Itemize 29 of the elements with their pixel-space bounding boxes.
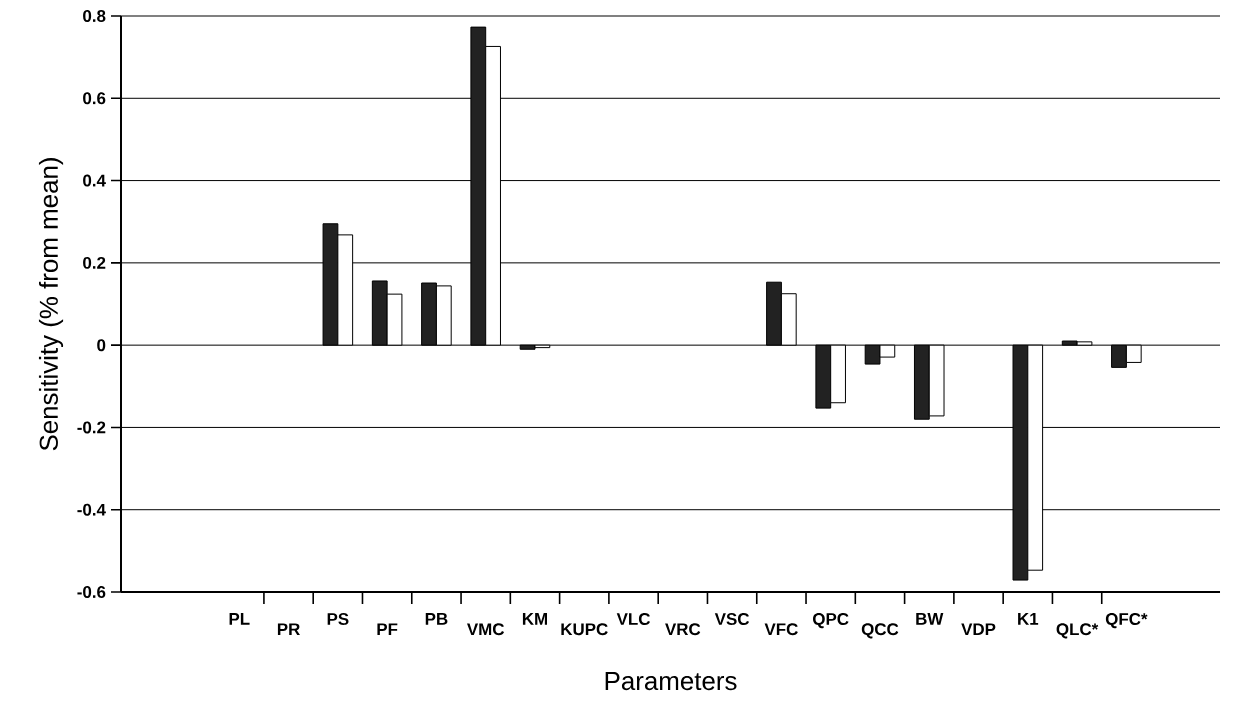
x-tick-label: KM: [522, 613, 547, 625]
x-tick-label: VRC: [665, 623, 701, 636]
x-tick-label: QPC: [813, 613, 849, 629]
y-tick-label: 0.8: [83, 10, 106, 22]
x-tick-label: PR: [277, 623, 300, 636]
x-tick-label: K1: [1018, 613, 1039, 625]
x-tick-label: KUPC: [561, 623, 608, 636]
y-tick-label: 0.4: [83, 174, 106, 187]
x-tick-label: BW: [916, 613, 944, 625]
y-tick-label: 0: [97, 339, 106, 352]
x-tick-label: VFC: [764, 623, 798, 636]
x-tick-label: VSC: [714, 613, 750, 626]
x-tick-label: QCC: [861, 623, 899, 639]
x-tick-label: QFC*: [1105, 613, 1148, 629]
x-axis-title: Parameters: [605, 672, 737, 691]
x-tick-label: PS: [327, 613, 349, 626]
x-tick-label: VLC: [616, 613, 651, 626]
x-tick-label: PB: [425, 613, 448, 625]
y-tick-label: 0.6: [83, 92, 106, 105]
x-tick-label: VMC: [467, 623, 505, 636]
x-tick-label: VDP: [961, 623, 996, 636]
y-tick-label: -0.4: [77, 503, 106, 516]
y-tick-label: 0.2: [83, 256, 106, 269]
y-tick-label: -0.2: [77, 421, 106, 434]
y-tick-label: -0.6: [77, 586, 106, 598]
x-tick-label: PF: [377, 623, 398, 636]
y-axis-title: Sensitivity (% from mean): [38, 158, 64, 451]
x-tick-label: QLC*: [1056, 623, 1099, 639]
x-tick-label: PL: [229, 613, 250, 625]
